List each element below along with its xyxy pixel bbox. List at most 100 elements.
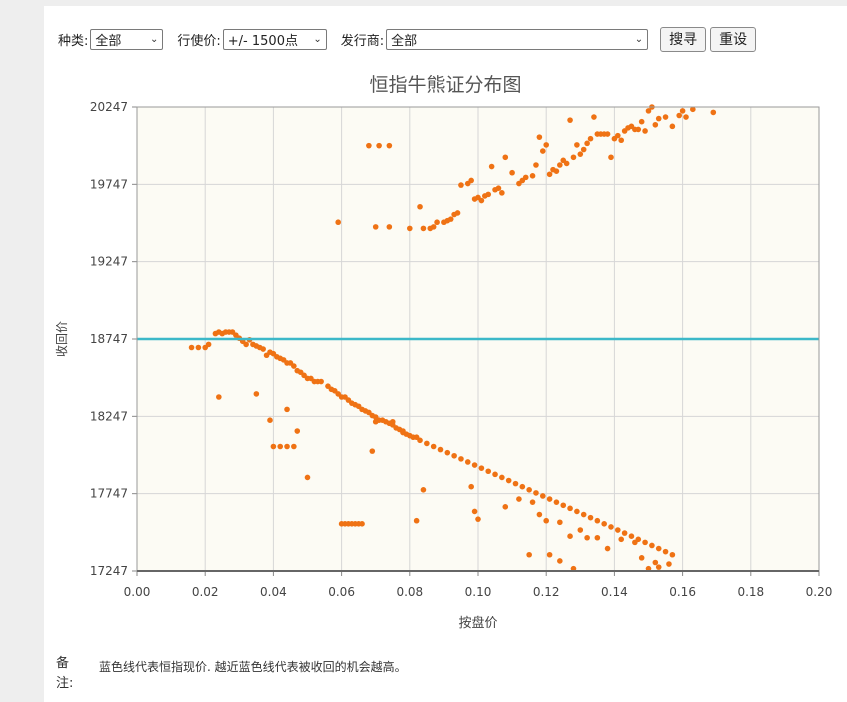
data-point — [632, 539, 638, 546]
data-point — [669, 123, 676, 130]
data-point — [690, 106, 696, 113]
data-point — [519, 483, 526, 490]
data-point — [478, 197, 485, 204]
type-select-value: 全部 — [95, 33, 122, 49]
data-point — [485, 468, 492, 475]
type-filter-label: 种类: — [58, 33, 89, 49]
axes: 0.00 0.02 0.04 0.06 0.08 0.10 0.12 0.14 0.16 0.18… — [90, 100, 833, 599]
data-point — [386, 142, 393, 149]
data-point — [584, 534, 590, 541]
data-point — [608, 154, 614, 161]
data-point — [655, 564, 662, 570]
data-point — [478, 465, 485, 471]
data-point — [608, 524, 614, 530]
data-point — [645, 108, 652, 114]
data-point — [615, 132, 621, 139]
data-point — [669, 551, 676, 558]
data-point — [499, 190, 505, 196]
data-point — [485, 191, 492, 198]
data-point — [710, 109, 717, 116]
data-point — [195, 344, 202, 351]
data-point — [294, 428, 301, 434]
data-point — [475, 516, 481, 522]
search-button[interactable]: 搜寻 — [660, 26, 707, 52]
data-point — [291, 443, 297, 450]
data-point — [557, 162, 563, 168]
data-point — [458, 182, 464, 188]
issuer-select-value: 全部 — [391, 33, 418, 49]
note-label: 备注: — [56, 656, 74, 691]
data-point — [372, 418, 379, 425]
data-point — [434, 219, 440, 226]
data-point — [444, 449, 451, 456]
data-point — [260, 346, 266, 352]
data-point — [451, 452, 457, 459]
data-point — [505, 477, 512, 484]
data-point — [638, 118, 645, 125]
data-point — [509, 169, 515, 176]
data-point — [574, 142, 580, 148]
data-point — [420, 225, 427, 232]
type-select[interactable]: 全部 ⌄ — [90, 28, 164, 50]
data-point — [662, 548, 669, 555]
data-point — [577, 527, 584, 533]
data-point — [413, 517, 420, 524]
chevron-down-icon: ⌄ — [634, 33, 644, 45]
data-point — [679, 108, 686, 114]
data-point — [188, 344, 195, 351]
data-point — [587, 514, 594, 521]
y-tick-label: 19247 — [90, 255, 128, 269]
data-point — [291, 363, 297, 369]
y-tick-label: 18247 — [90, 409, 128, 423]
data-point — [253, 391, 260, 397]
data-point — [676, 112, 682, 119]
data-point — [560, 502, 567, 509]
strike-select[interactable]: +/- 1500点 ⌄ — [222, 28, 327, 50]
data-point — [652, 559, 659, 566]
issuer-select[interactable]: 全部 ⌄ — [386, 28, 649, 50]
data-point — [267, 417, 273, 424]
data-point — [618, 137, 625, 144]
data-point — [458, 456, 464, 462]
x-tick-label: 0.02 — [192, 585, 219, 599]
data-point — [284, 406, 290, 413]
data-point — [570, 154, 577, 161]
data-point — [522, 174, 529, 181]
data-point — [604, 131, 611, 137]
chart-title: 恒指牛熊证分布图 — [369, 74, 522, 96]
x-tick-label: 0.12 — [533, 585, 560, 599]
y-tick-label: 18747 — [90, 332, 128, 346]
data-point — [591, 114, 597, 120]
data-point — [635, 126, 642, 133]
reset-button[interactable]: 重设 — [710, 26, 757, 52]
scatter-chart: 0.00 0.02 0.04 0.06 0.08 0.10 0.12 0.14 0.16 0.18… — [55, 100, 833, 631]
data-point — [567, 117, 573, 123]
data-point — [277, 443, 284, 450]
chevron-down-icon: ⌄ — [313, 33, 322, 45]
data-point — [601, 521, 607, 527]
data-point — [270, 443, 277, 450]
data-point — [655, 545, 662, 552]
data-point — [577, 151, 584, 157]
data-point — [243, 341, 249, 348]
data-point — [417, 203, 423, 210]
data-point — [649, 542, 655, 549]
data-point — [420, 487, 427, 493]
data-point — [499, 474, 505, 481]
data-point — [526, 551, 532, 558]
data-point — [580, 146, 587, 153]
data-point — [553, 168, 560, 174]
data-point — [594, 517, 601, 524]
data-point — [584, 140, 590, 147]
x-tick-label: 0.18 — [737, 585, 764, 599]
data-point — [587, 135, 594, 142]
data-point — [359, 521, 365, 527]
data-point — [533, 490, 539, 496]
x-tick-label: 0.16 — [669, 585, 696, 599]
data-point — [529, 173, 536, 179]
x-tick-label: 0.06 — [328, 585, 355, 599]
data-point — [205, 341, 212, 348]
data-point — [563, 160, 570, 167]
data-point — [567, 505, 573, 512]
data-point — [539, 148, 546, 154]
